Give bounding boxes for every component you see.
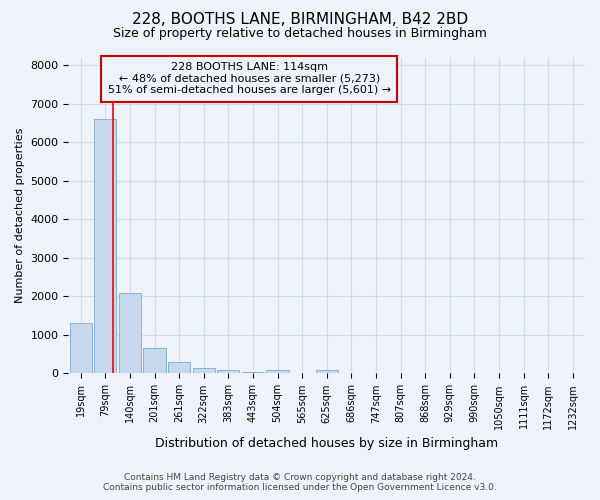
Text: Size of property relative to detached houses in Birmingham: Size of property relative to detached ho…	[113, 28, 487, 40]
Text: 228, BOOTHS LANE, BIRMINGHAM, B42 2BD: 228, BOOTHS LANE, BIRMINGHAM, B42 2BD	[132, 12, 468, 28]
Bar	[70, 324, 92, 374]
Bar	[193, 368, 215, 374]
Bar	[119, 292, 141, 374]
Text: 228 BOOTHS LANE: 114sqm
← 48% of detached houses are smaller (5,273)
51% of semi: 228 BOOTHS LANE: 114sqm ← 48% of detache…	[107, 62, 391, 96]
Bar	[168, 362, 190, 374]
Bar	[316, 370, 338, 374]
Bar	[94, 119, 116, 374]
Text: Contains HM Land Registry data © Crown copyright and database right 2024.
Contai: Contains HM Land Registry data © Crown c…	[103, 473, 497, 492]
Bar	[266, 370, 289, 374]
X-axis label: Distribution of detached houses by size in Birmingham: Distribution of detached houses by size …	[155, 437, 498, 450]
Y-axis label: Number of detached properties: Number of detached properties	[15, 128, 25, 303]
Bar	[143, 348, 166, 374]
Bar	[242, 372, 264, 374]
Bar	[217, 370, 239, 374]
